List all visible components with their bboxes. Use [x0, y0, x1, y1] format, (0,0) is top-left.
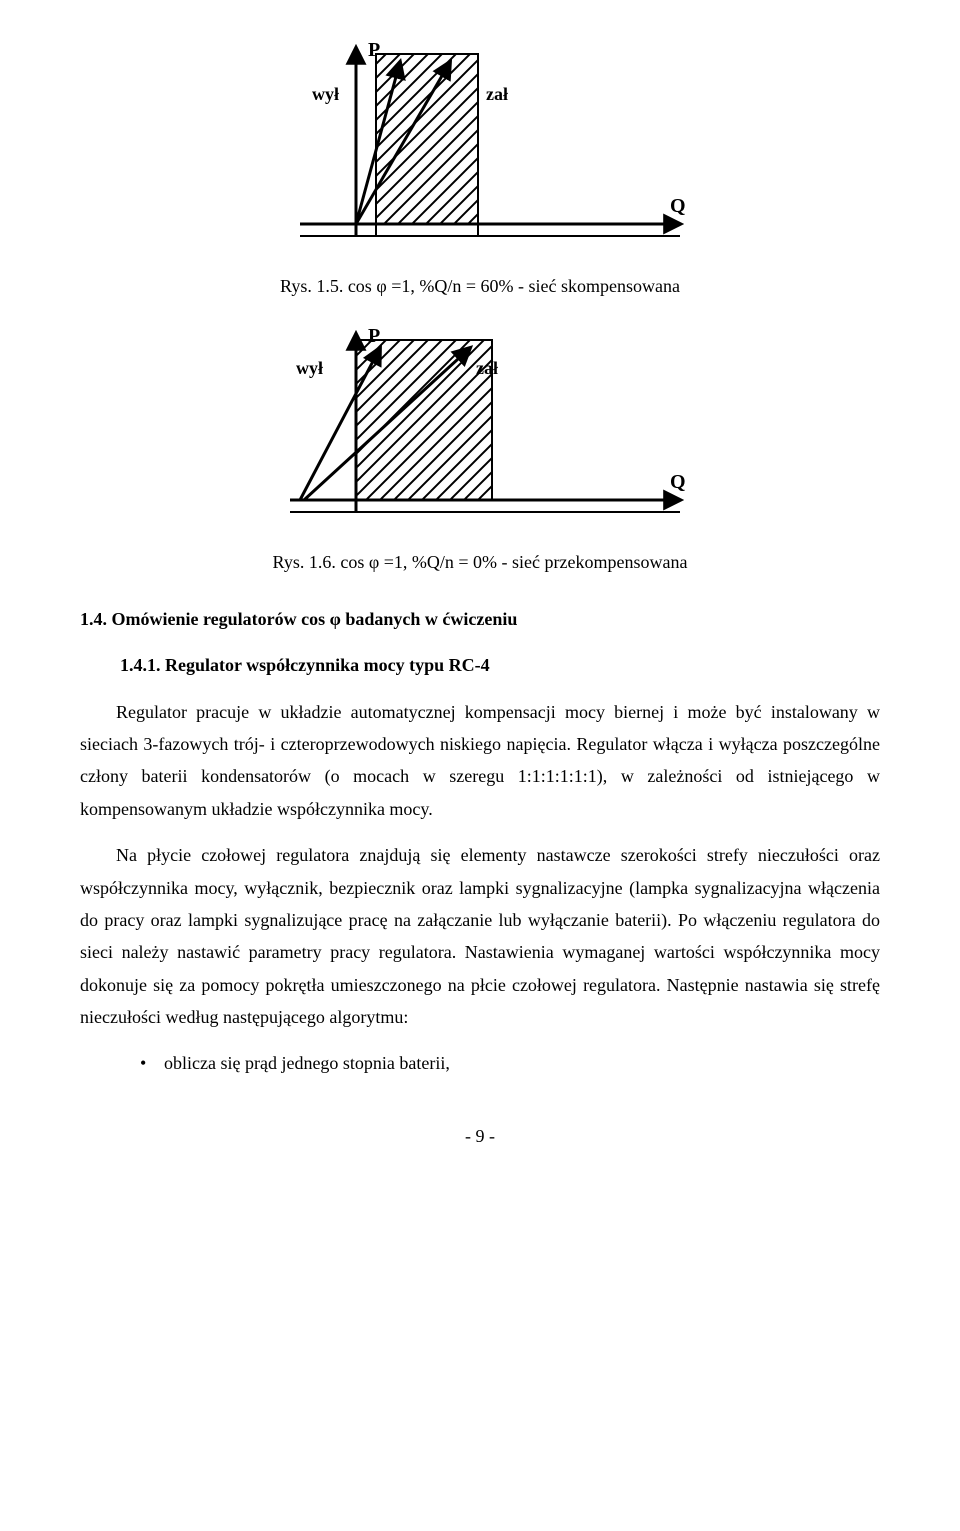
fig2-off-label: wył	[296, 358, 323, 378]
fig1-y-label: P	[368, 40, 380, 61]
page-number: - 9 -	[80, 1120, 880, 1152]
fig2-x-label: Q	[670, 471, 686, 493]
figure-1: P Q wył zał	[260, 40, 700, 260]
paragraph-1: Regulator pracuje w układzie automatyczn…	[80, 696, 880, 826]
figure-2: P Q wył zał	[260, 326, 700, 536]
paragraph-2: Na płycie czołowej regulatora znajdują s…	[80, 839, 880, 1033]
bullet-list: oblicza się prąd jednego stopnia baterii…	[140, 1047, 880, 1079]
figure-1-caption: Rys. 1.5. cos φ =1, %Q/n = 60% - sieć sk…	[80, 270, 880, 302]
fig1-x-label: Q	[670, 195, 686, 217]
figure-2-caption: Rys. 1.6. cos φ =1, %Q/n = 0% - sieć prz…	[80, 546, 880, 578]
fig2-on-label: zał	[476, 358, 498, 378]
subsection-heading: 1.4.1. Regulator współczynnika mocy typu…	[120, 649, 880, 681]
fig2-y-label: P	[368, 326, 380, 347]
fig1-off-label: wył	[312, 84, 339, 104]
section-heading: 1.4. Omówienie regulatorów cos φ badanyc…	[80, 603, 880, 635]
fig1-on-label: zał	[486, 84, 508, 104]
list-item: oblicza się prąd jednego stopnia baterii…	[140, 1047, 880, 1079]
